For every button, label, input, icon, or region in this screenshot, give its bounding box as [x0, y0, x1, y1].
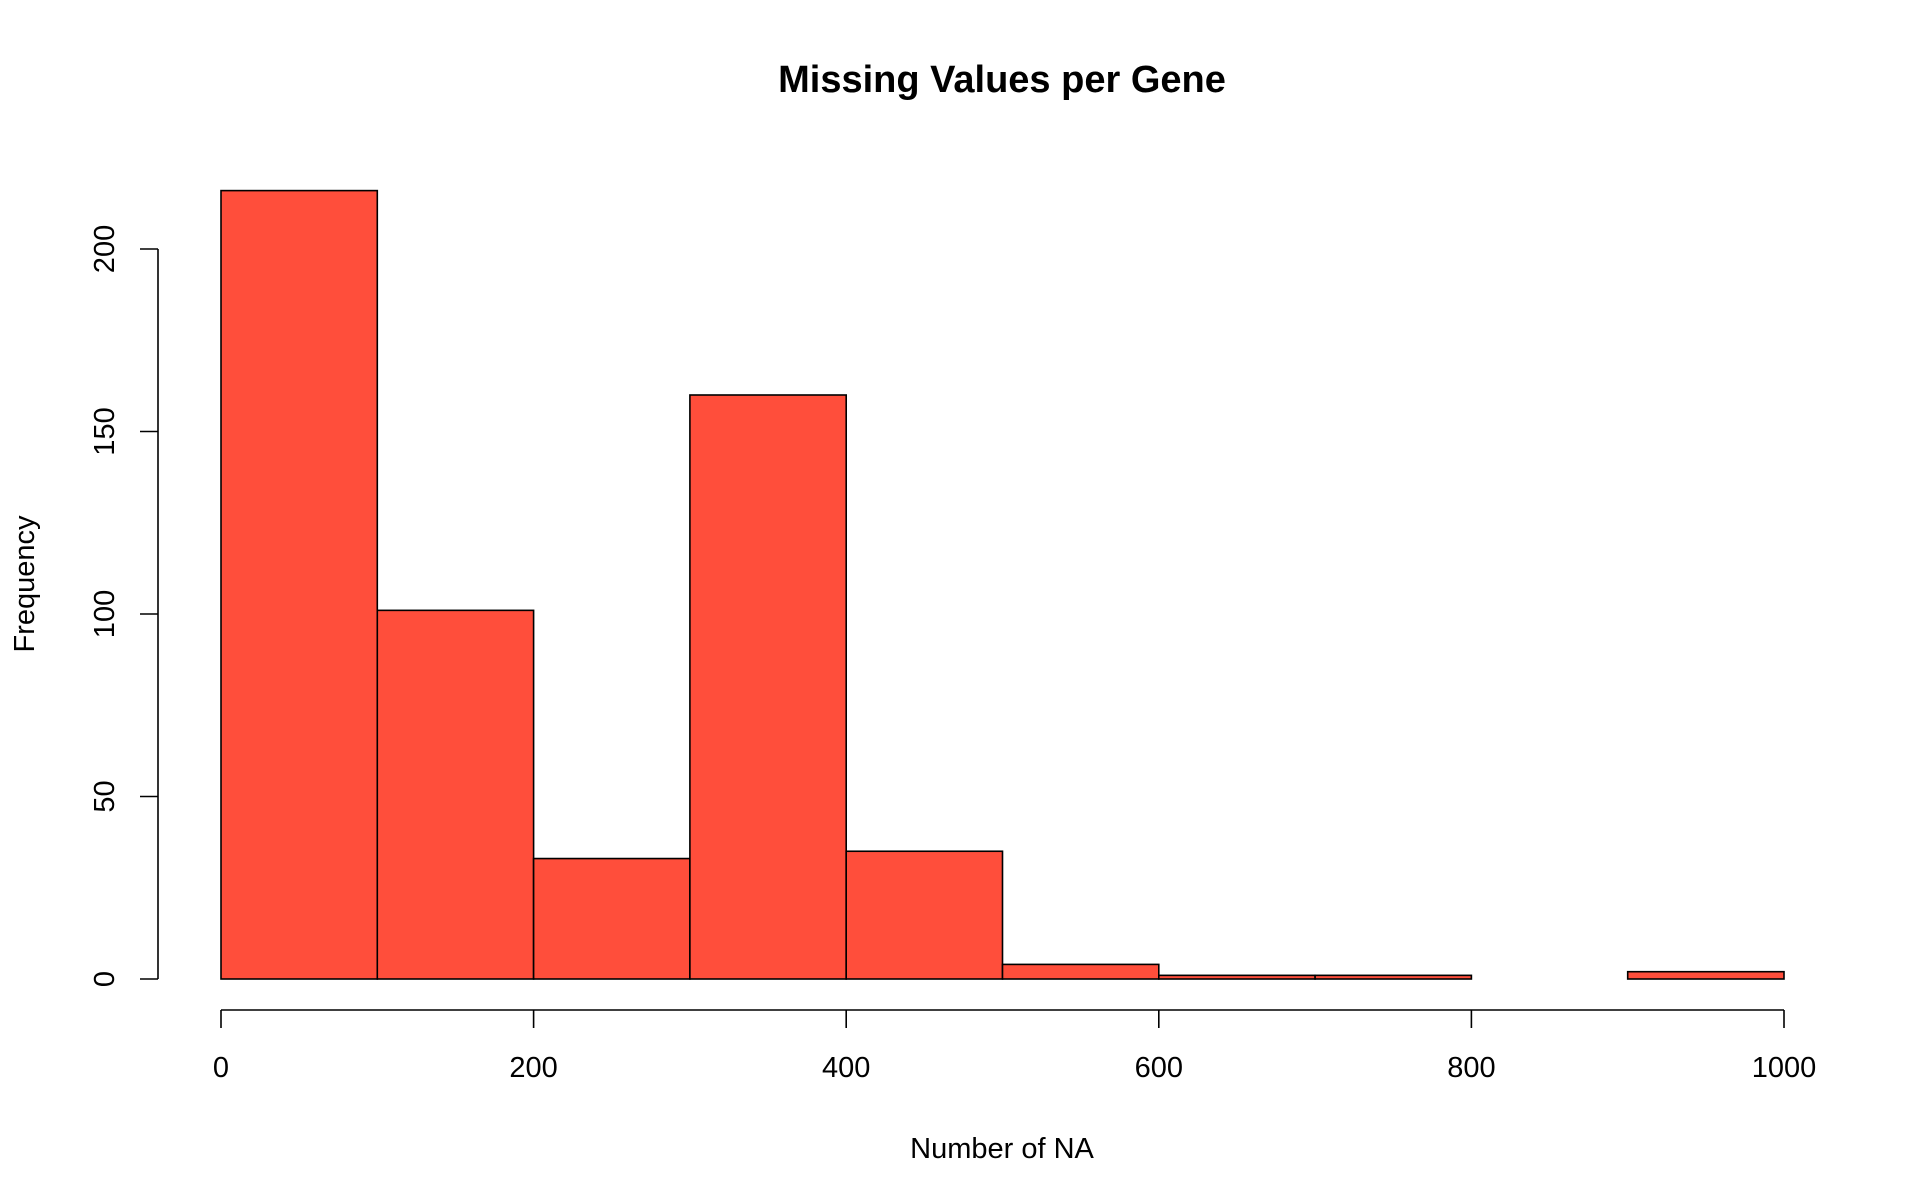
chart-title: Missing Values per Gene: [778, 59, 1226, 101]
y-axis: 0 50 100 150 200: [89, 225, 159, 987]
x-axis: 0 200 400 600 800 1000: [213, 1009, 1817, 1084]
x-tick-label: 1000: [1752, 1052, 1817, 1084]
histogram-bar: [1158, 974, 1316, 980]
histogram-bar: [1626, 970, 1785, 980]
histogram-bar: [1001, 963, 1160, 980]
x-tick-label: 600: [1135, 1052, 1183, 1084]
y-tick-label: 200: [89, 225, 121, 273]
histogram-bar: [376, 609, 535, 980]
y-tick-label: 150: [89, 407, 121, 455]
y-tick-label: 100: [89, 590, 121, 638]
histogram-bar: [845, 850, 1004, 980]
y-tick-label: 0: [89, 971, 121, 987]
x-tick-label: 200: [509, 1052, 557, 1084]
x-tick-label: 400: [822, 1052, 870, 1084]
y-axis-label: Frequency: [9, 515, 41, 653]
x-tick-label: 800: [1447, 1052, 1495, 1084]
histogram-bar: [689, 394, 848, 980]
x-axis-label: Number of NA: [910, 1133, 1094, 1165]
histogram-bar: [220, 189, 379, 980]
histogram-bars: [220, 189, 1785, 980]
y-tick-label: 50: [89, 780, 121, 812]
histogram-bar: [1314, 974, 1473, 980]
x-tick-label: 0: [213, 1052, 229, 1084]
histogram-bar: [532, 857, 691, 980]
